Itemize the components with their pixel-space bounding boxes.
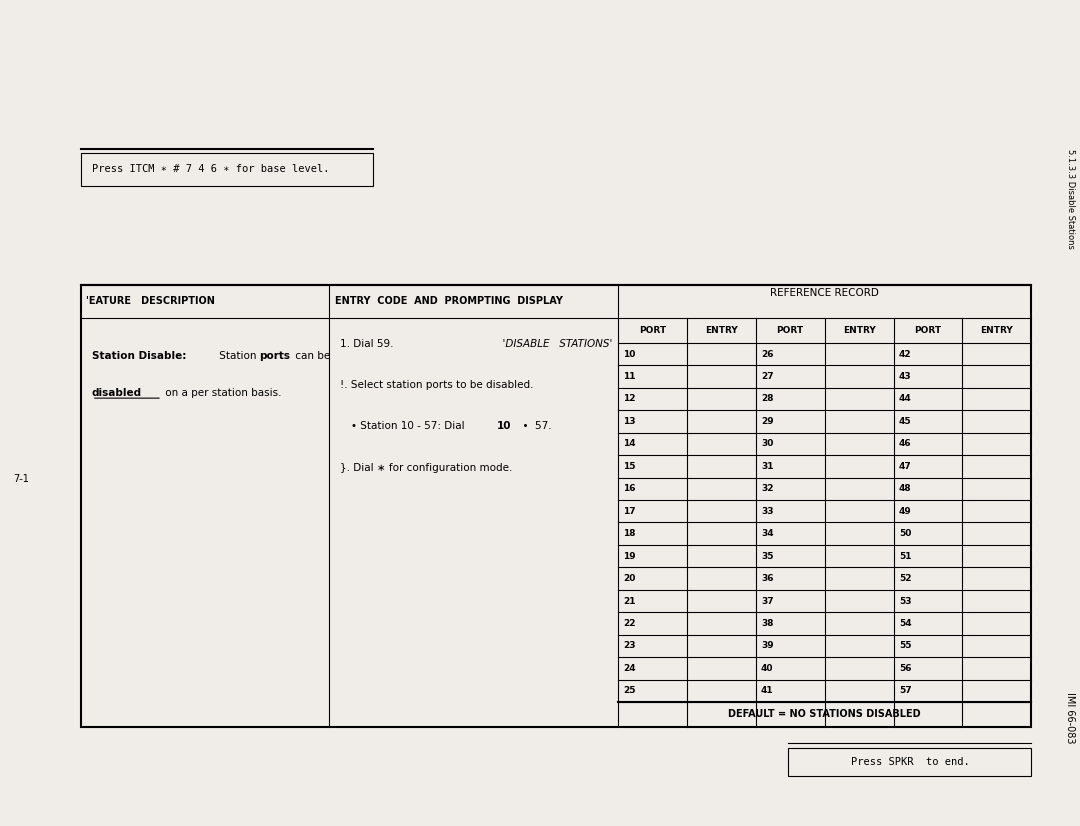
Text: 51: 51 xyxy=(899,552,912,561)
Text: 27: 27 xyxy=(761,372,773,381)
Text: 48: 48 xyxy=(899,484,912,493)
Text: • Station 10 - 57: Dial: • Station 10 - 57: Dial xyxy=(351,421,471,431)
Text: 1. Dial 59.: 1. Dial 59. xyxy=(340,339,394,349)
Text: 45: 45 xyxy=(899,417,912,426)
Text: ENTRY: ENTRY xyxy=(842,326,876,335)
Text: 41: 41 xyxy=(761,686,773,695)
Text: ENTRY  CODE  AND  PROMPTING  DISPLAY: ENTRY CODE AND PROMPTING DISPLAY xyxy=(335,297,563,306)
Text: can be: can be xyxy=(292,351,329,361)
Text: Press SPKR  to end.: Press SPKR to end. xyxy=(851,757,969,767)
Text: 28: 28 xyxy=(761,395,773,403)
Text: ENTRY: ENTRY xyxy=(705,326,738,335)
Text: 35: 35 xyxy=(761,552,773,561)
Text: 17: 17 xyxy=(623,506,636,515)
Text: }. Dial ∗ for configuration mode.: }. Dial ∗ for configuration mode. xyxy=(340,463,513,472)
Text: Station Disable:: Station Disable: xyxy=(92,351,186,361)
Text: 25: 25 xyxy=(623,686,636,695)
Text: 'DISABLE   STATIONS': 'DISABLE STATIONS' xyxy=(496,339,612,349)
Text: 38: 38 xyxy=(761,619,773,628)
Text: 57: 57 xyxy=(899,686,912,695)
Text: 43: 43 xyxy=(899,372,912,381)
Text: Station: Station xyxy=(216,351,260,361)
Text: 50: 50 xyxy=(899,529,912,539)
Text: ENTRY: ENTRY xyxy=(981,326,1013,335)
Text: 39: 39 xyxy=(761,642,773,650)
Text: 15: 15 xyxy=(623,462,636,471)
Text: 33: 33 xyxy=(761,506,773,515)
Text: 44: 44 xyxy=(899,395,912,403)
Text: on a per station basis.: on a per station basis. xyxy=(162,388,282,398)
Text: 12: 12 xyxy=(623,395,636,403)
Text: 37: 37 xyxy=(761,596,773,605)
Text: 42: 42 xyxy=(899,349,912,358)
Text: 52: 52 xyxy=(899,574,912,583)
Text: 22: 22 xyxy=(623,619,636,628)
Text: 32: 32 xyxy=(761,484,773,493)
Text: 31: 31 xyxy=(761,462,773,471)
Text: IMI 66-083: IMI 66-083 xyxy=(1065,692,1075,743)
Text: DEFAULT = NO STATIONS DISABLED: DEFAULT = NO STATIONS DISABLED xyxy=(728,710,921,719)
Text: 21: 21 xyxy=(623,596,636,605)
Text: •  57.: • 57. xyxy=(516,421,552,431)
Text: PORT: PORT xyxy=(915,326,942,335)
Text: 10: 10 xyxy=(623,349,635,358)
Text: !. Select station ports to be disabled.: !. Select station ports to be disabled. xyxy=(340,380,534,390)
Text: 11: 11 xyxy=(623,372,636,381)
Text: 'EATURE   DESCRIPTION: 'EATURE DESCRIPTION xyxy=(86,297,215,306)
Text: 49: 49 xyxy=(899,506,912,515)
Text: 56: 56 xyxy=(899,664,912,673)
Text: 24: 24 xyxy=(623,664,636,673)
Text: 16: 16 xyxy=(623,484,636,493)
Text: 19: 19 xyxy=(623,552,636,561)
Text: 10: 10 xyxy=(497,421,511,431)
Text: 20: 20 xyxy=(623,574,635,583)
Text: 26: 26 xyxy=(761,349,773,358)
Text: 18: 18 xyxy=(623,529,636,539)
Text: PORT: PORT xyxy=(638,326,665,335)
Text: 29: 29 xyxy=(761,417,773,426)
Text: 34: 34 xyxy=(761,529,773,539)
Text: ports: ports xyxy=(259,351,291,361)
Text: 47: 47 xyxy=(899,462,912,471)
Text: PORT: PORT xyxy=(777,326,804,335)
Text: disabled: disabled xyxy=(92,388,141,398)
Text: Press ITCM ∗ # 7 4 6 ∗ for base level.: Press ITCM ∗ # 7 4 6 ∗ for base level. xyxy=(92,164,329,174)
Text: 54: 54 xyxy=(899,619,912,628)
Text: 53: 53 xyxy=(899,596,912,605)
Text: 36: 36 xyxy=(761,574,773,583)
Text: 55: 55 xyxy=(899,642,912,650)
Text: REFERENCE RECORD: REFERENCE RECORD xyxy=(770,288,879,298)
Text: 5.1.3.3 Disable Stations: 5.1.3.3 Disable Stations xyxy=(1066,149,1075,249)
Text: 23: 23 xyxy=(623,642,636,650)
Text: 7-1: 7-1 xyxy=(14,474,29,484)
Text: 30: 30 xyxy=(761,439,773,449)
Text: 14: 14 xyxy=(623,439,636,449)
Text: 40: 40 xyxy=(761,664,773,673)
Text: 13: 13 xyxy=(623,417,636,426)
Text: 46: 46 xyxy=(899,439,912,449)
